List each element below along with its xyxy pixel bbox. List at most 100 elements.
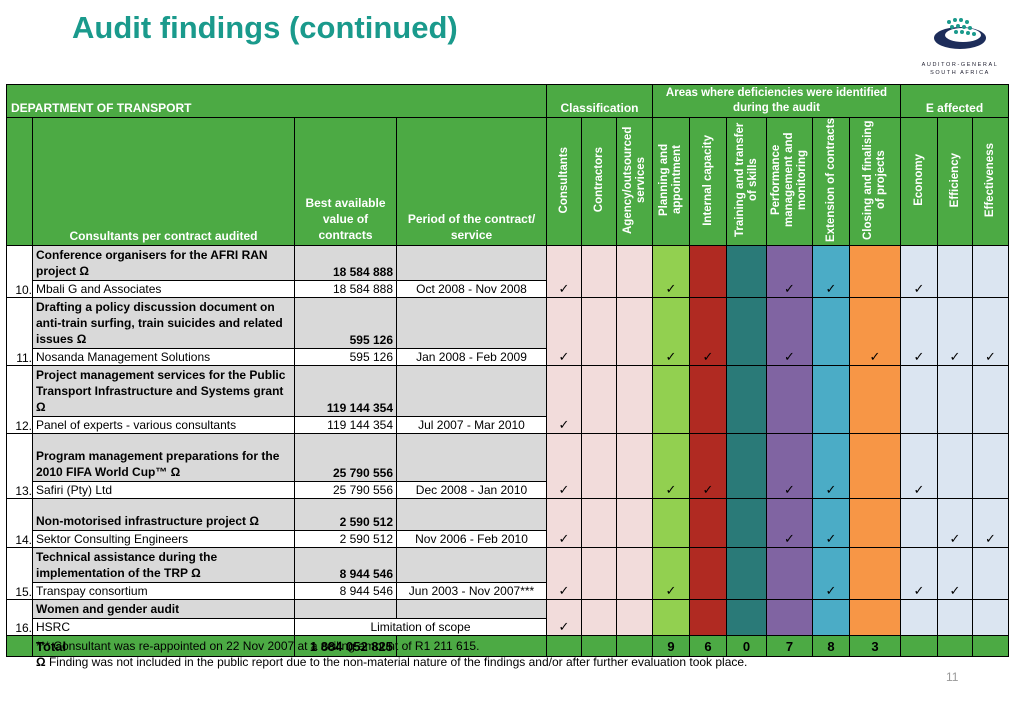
consultant-name: Mbali G and Associates xyxy=(32,280,295,298)
flag-header-consultants: Consultants xyxy=(546,117,582,246)
check-icon: ✓ xyxy=(985,349,996,364)
check-icon: ✓ xyxy=(665,482,677,497)
flag-planning: ✓ xyxy=(652,433,690,499)
flag-internal-capacity xyxy=(689,245,727,298)
project-row: 12. Project management services for the P… xyxy=(6,365,1009,434)
project-title: Drafting a policy discussion document on… xyxy=(32,297,295,349)
period-column-header: Period of the contract/ service xyxy=(396,117,547,246)
project-value: 25 790 556 xyxy=(294,433,397,482)
flag-efficiency: ✓ xyxy=(937,547,973,600)
contract-period: Jan 2008 - Feb 2009 xyxy=(396,348,547,366)
flag-header-contractors: Contractors xyxy=(581,117,617,246)
total-internal-capacity: 6 xyxy=(689,635,727,657)
flag-header-label: Closing and finalising of projects xyxy=(862,120,887,240)
project-title: Women and gender audit xyxy=(32,599,295,619)
flag-header-efficiency: Efficiency xyxy=(937,117,973,246)
row-number: 14. xyxy=(6,498,33,548)
project-period-blank xyxy=(396,599,547,619)
flag-performance xyxy=(766,599,813,636)
flag-agency xyxy=(616,297,653,366)
flag-extension xyxy=(812,297,850,366)
flag-closing xyxy=(849,547,901,600)
check-icon: ✓ xyxy=(913,349,925,364)
total-num-blank xyxy=(6,635,33,657)
audit-findings-table: DEPARTMENT OF TRANSPORT Classification A… xyxy=(6,84,1009,657)
project-title: Program management preparations for the … xyxy=(32,433,295,482)
flag-economy xyxy=(900,498,938,548)
flag-consultants: ✓ xyxy=(546,365,582,434)
flag-contractors xyxy=(581,599,617,636)
flag-performance: ✓ xyxy=(766,245,813,298)
flag-header-economy: Economy xyxy=(900,117,938,246)
flag-consultants: ✓ xyxy=(546,498,582,548)
contract-value: 25 790 556 xyxy=(294,481,397,499)
project-value xyxy=(294,599,397,619)
project-value: 8 944 546 xyxy=(294,547,397,583)
flag-effectiveness xyxy=(972,433,1009,499)
auditor-general-logo: AUDITOR-GENERAL SOUTH AFRICA xyxy=(905,12,1015,76)
flag-contractors xyxy=(581,433,617,499)
flag-training xyxy=(726,245,767,298)
flag-contractors xyxy=(581,245,617,298)
total-training: 0 xyxy=(726,635,767,657)
footnote-reappointed: *** Consultant was re-appointed on 22 No… xyxy=(36,639,480,653)
flag-header-label: Planning and appointment xyxy=(658,143,683,217)
flag-header-planning: Planning and appointment xyxy=(652,117,690,246)
contract-period: Jul 2007 - Mar 2010 xyxy=(396,416,547,434)
total-label: Total xyxy=(32,635,295,657)
project-value: 119 144 354 xyxy=(294,365,397,417)
flag-performance: ✓ xyxy=(766,297,813,366)
flag-economy: ✓ xyxy=(900,297,938,366)
areas-group-header: Areas where deficiencies were identified… xyxy=(652,84,901,118)
consultants-column-header: Consultants per contract audited xyxy=(32,117,295,246)
flag-effectiveness: ✓ xyxy=(972,498,1009,548)
flag-consultants: ✓ xyxy=(546,433,582,499)
flag-header-effectiveness: Effectiveness xyxy=(972,117,1009,246)
check-icon: ✓ xyxy=(784,349,795,364)
flag-header-label: Extension of contracts xyxy=(824,118,837,242)
total-period-blank xyxy=(396,635,547,657)
contract-period: Jun 2003 - Nov 2007*** xyxy=(396,582,547,600)
row-number: 10. xyxy=(6,245,33,298)
check-icon: ✓ xyxy=(558,531,570,546)
check-icon: ✓ xyxy=(665,583,677,598)
contract-value: 119 144 354 xyxy=(294,416,397,434)
consultant-name: Safiri (Pty) Ltd xyxy=(32,481,295,499)
project-row: 15. Technical assistance during the imple… xyxy=(6,547,1009,600)
check-icon: ✓ xyxy=(825,281,837,296)
flag-header-closing: Closing and finalising of projects xyxy=(849,117,901,246)
flag-contractors xyxy=(581,547,617,600)
project-row: 11. Drafting a policy discussion document… xyxy=(6,297,1009,366)
project-value: 18 584 888 xyxy=(294,245,397,281)
check-icon: ✓ xyxy=(558,349,570,364)
flag-header-label: Performance management and monitoring xyxy=(770,132,808,228)
flag-performance: ✓ xyxy=(766,498,813,548)
flag-header-label: Internal capacity xyxy=(701,134,714,226)
num-column-header xyxy=(6,117,33,246)
project-period-blank xyxy=(396,547,547,583)
flag-agency xyxy=(616,498,653,548)
project-period-blank xyxy=(396,498,547,531)
project-period-blank xyxy=(396,245,547,281)
e-affected-group-header: E affected xyxy=(900,84,1009,118)
flag-training xyxy=(726,498,767,548)
row-number: 13. xyxy=(6,433,33,499)
flag-planning xyxy=(652,599,690,636)
consultant-row: HSRC Limitation of scope xyxy=(7,618,1009,636)
check-icon: ✓ xyxy=(702,482,714,497)
flag-agency xyxy=(616,365,653,434)
flag-training xyxy=(726,365,767,434)
flag-closing xyxy=(849,498,901,548)
flag-efficiency xyxy=(937,245,973,298)
flag-header-label: Effectiveness xyxy=(984,142,996,218)
flag-extension: ✓ xyxy=(812,245,850,298)
check-icon: ✓ xyxy=(558,281,570,296)
row-number: 12. xyxy=(6,365,33,434)
flag-efficiency xyxy=(937,365,973,434)
consultant-name: Panel of experts - various consultants xyxy=(32,416,295,434)
flag-efficiency xyxy=(937,433,973,499)
flag-internal-capacity xyxy=(689,498,727,548)
flag-header-label: Consultants xyxy=(557,146,570,214)
flag-header-training: Training and transfer of skills xyxy=(726,117,767,246)
flag-performance xyxy=(766,365,813,434)
